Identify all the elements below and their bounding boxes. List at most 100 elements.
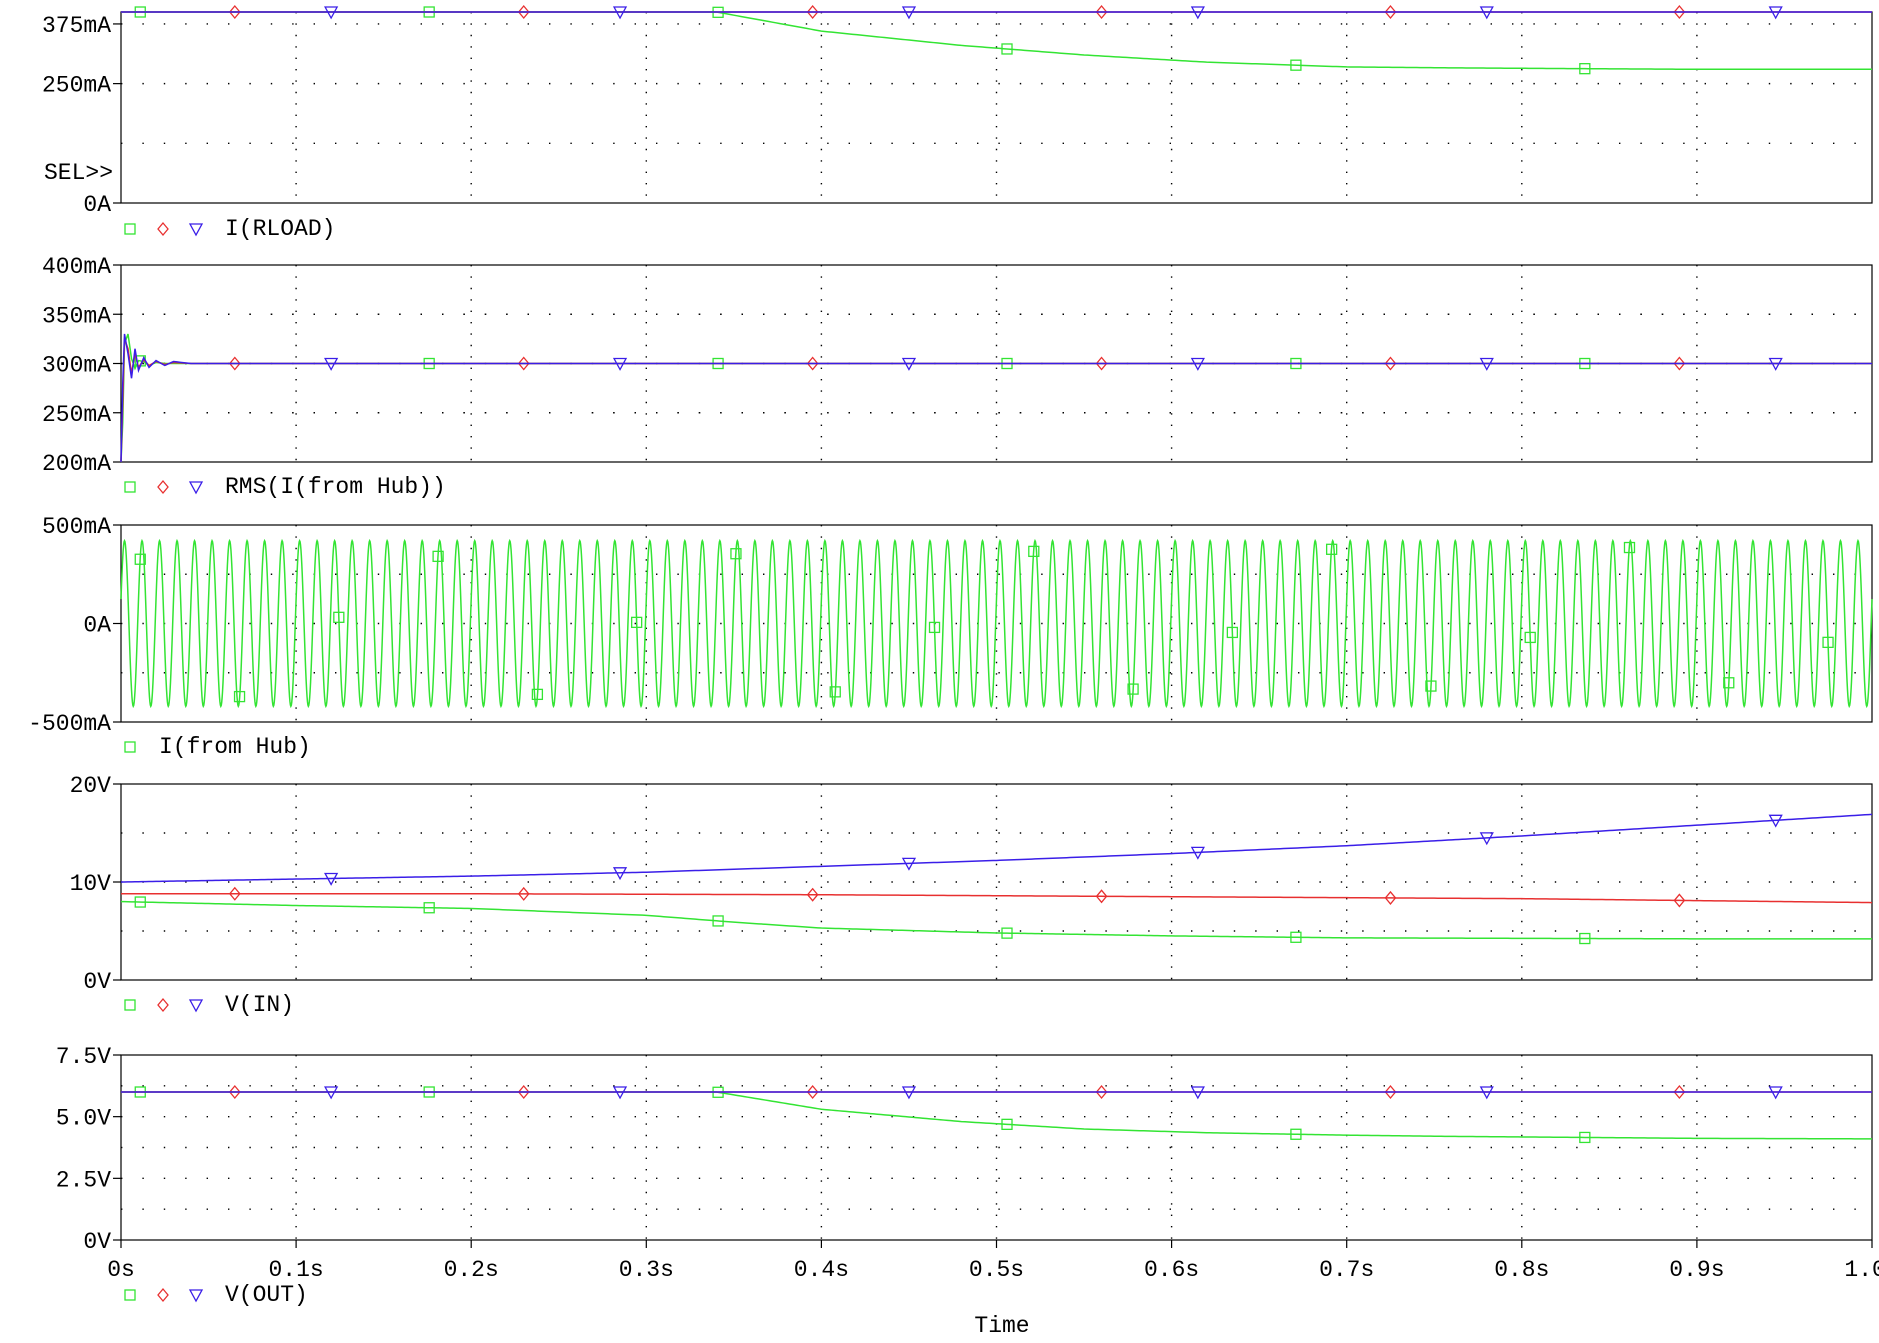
- x-tick-label: 0.1s: [268, 1257, 323, 1283]
- diamond-marker: [517, 886, 530, 901]
- legend-hub: I(from Hub): [124, 734, 311, 760]
- square-marker: [1290, 59, 1302, 71]
- x-axis-title: Time: [974, 1313, 1029, 1338]
- x-tick-label: 1.0s: [1844, 1257, 1879, 1283]
- triangle-marker: [1479, 357, 1494, 371]
- diamond-marker: [228, 886, 241, 901]
- square-marker: [233, 690, 246, 703]
- square-marker: [124, 481, 136, 493]
- triangle-marker: [1190, 357, 1205, 371]
- square-marker: [1723, 677, 1735, 689]
- triangle-marker: [1768, 814, 1783, 828]
- diamond-marker: [157, 479, 169, 495]
- square-marker: [1325, 543, 1338, 555]
- triangle-marker: [1768, 357, 1783, 371]
- y-tick-label: 0A: [83, 192, 111, 218]
- square-marker: [712, 915, 724, 927]
- square-marker: [531, 688, 544, 701]
- square-marker: [1290, 1128, 1302, 1140]
- diamond-marker: [517, 4, 530, 20]
- trace-green: [120, 333, 1872, 463]
- diamond-marker: [806, 887, 819, 902]
- legend-rload: I(RLOAD): [124, 216, 335, 242]
- diamond-marker: [1384, 1084, 1397, 1100]
- trace-line: [120, 538, 1873, 709]
- y-tick-label: 5.0V: [56, 1106, 111, 1132]
- trace-label: V(IN): [225, 992, 294, 1018]
- trace-green: [121, 6, 1872, 75]
- trace-blue: [121, 6, 1872, 20]
- triangle-marker: [1768, 6, 1783, 20]
- x-axis: 0s 0.1s 0.2s 0.3s 0.4s 0.5s 0.6s 0.7s 0.8s 0.9s 1.…: [107, 1240, 1879, 1339]
- square-marker: [1579, 1131, 1591, 1144]
- x-tick-label: 0.5s: [969, 1257, 1024, 1283]
- square-marker: [134, 896, 146, 908]
- x-tick-label: 0.9s: [1669, 1257, 1724, 1283]
- diamond-marker: [157, 221, 169, 237]
- square-marker: [1226, 626, 1239, 639]
- trace-line: [120, 813, 1873, 883]
- y-tick-label: 200mA: [42, 451, 111, 477]
- diamond-marker: [1673, 4, 1686, 20]
- triangle-marker: [1768, 1086, 1783, 1100]
- diamond-marker: [228, 4, 241, 20]
- triangle-marker: [1479, 1086, 1494, 1100]
- y-tick-label: 2.5V: [56, 1167, 111, 1193]
- square-marker: [1524, 631, 1536, 644]
- diamond-marker: [157, 997, 169, 1013]
- square-marker: [1028, 545, 1040, 558]
- x-tick-label: 0.4s: [794, 1257, 849, 1283]
- triangle-marker: [901, 1086, 917, 1100]
- square-marker: [124, 1289, 136, 1301]
- plot-frame: [120, 11, 1873, 204]
- diamond-marker: [1673, 893, 1686, 908]
- plot-frame: [120, 524, 1873, 723]
- legend-vout: V(OUT): [124, 1282, 308, 1308]
- y-tick-label: 375mA: [42, 13, 111, 39]
- trace-blue: [120, 333, 1872, 463]
- diamond-marker: [517, 356, 530, 371]
- plot-panel-vin: 0V 10V 20V V(IN): [70, 773, 1873, 1018]
- triangle-marker: [324, 6, 339, 20]
- square-marker: [124, 741, 136, 753]
- y-tick-label: 250mA: [42, 73, 111, 99]
- diamond-marker: [1384, 4, 1397, 20]
- plot-panel-rms: 200mA 250mA 300mA 350mA 400mA RMS(I(from Hub)…: [42, 254, 1873, 500]
- y-tick-label: 0V: [83, 969, 111, 995]
- x-tick-label: 0.8s: [1494, 1257, 1549, 1283]
- square-marker: [333, 611, 345, 623]
- diamond-marker: [806, 356, 819, 371]
- y-tick-label: 0A: [83, 613, 111, 639]
- triangle-marker: [1479, 6, 1494, 20]
- triangle-marker: [612, 867, 628, 881]
- trace-green: [120, 538, 1873, 709]
- plot-frame: [120, 783, 1873, 981]
- square-marker: [631, 616, 643, 629]
- trace-label: V(OUT): [225, 1282, 308, 1308]
- legend-vin: V(IN): [124, 992, 294, 1018]
- triangle-marker: [1190, 6, 1205, 20]
- triangle-marker: [324, 357, 339, 371]
- square-marker: [1425, 680, 1437, 692]
- diamond-marker: [806, 1084, 819, 1100]
- diamond-marker: [1673, 1084, 1686, 1100]
- y-tick-label: 10V: [70, 871, 112, 897]
- square-marker: [730, 548, 742, 560]
- y-tick-label: 350mA: [42, 303, 111, 329]
- diamond-marker: [1384, 890, 1397, 905]
- trace-label: RMS(I(from Hub)): [225, 474, 446, 500]
- y-tick-label: -500mA: [28, 711, 111, 737]
- plot-panel-vout: 0V 2.5V 5.0V 7.5V V(OUT): [56, 1044, 1873, 1308]
- plot-panel-rload: 0A 250mA 375mA SEL>> I(RLOAD): [42, 4, 1873, 242]
- x-tick-label: 0.6s: [1144, 1257, 1199, 1283]
- x-tick-label: 0.2s: [444, 1257, 499, 1283]
- square-marker: [1001, 1118, 1013, 1130]
- triangle-marker: [188, 481, 204, 495]
- square-marker: [928, 621, 941, 634]
- trace-red: [121, 886, 1873, 908]
- trace-line: [121, 1091, 1873, 1140]
- triangle-marker: [1190, 1086, 1205, 1100]
- square-marker: [1001, 43, 1013, 55]
- diamond-marker: [1384, 356, 1397, 371]
